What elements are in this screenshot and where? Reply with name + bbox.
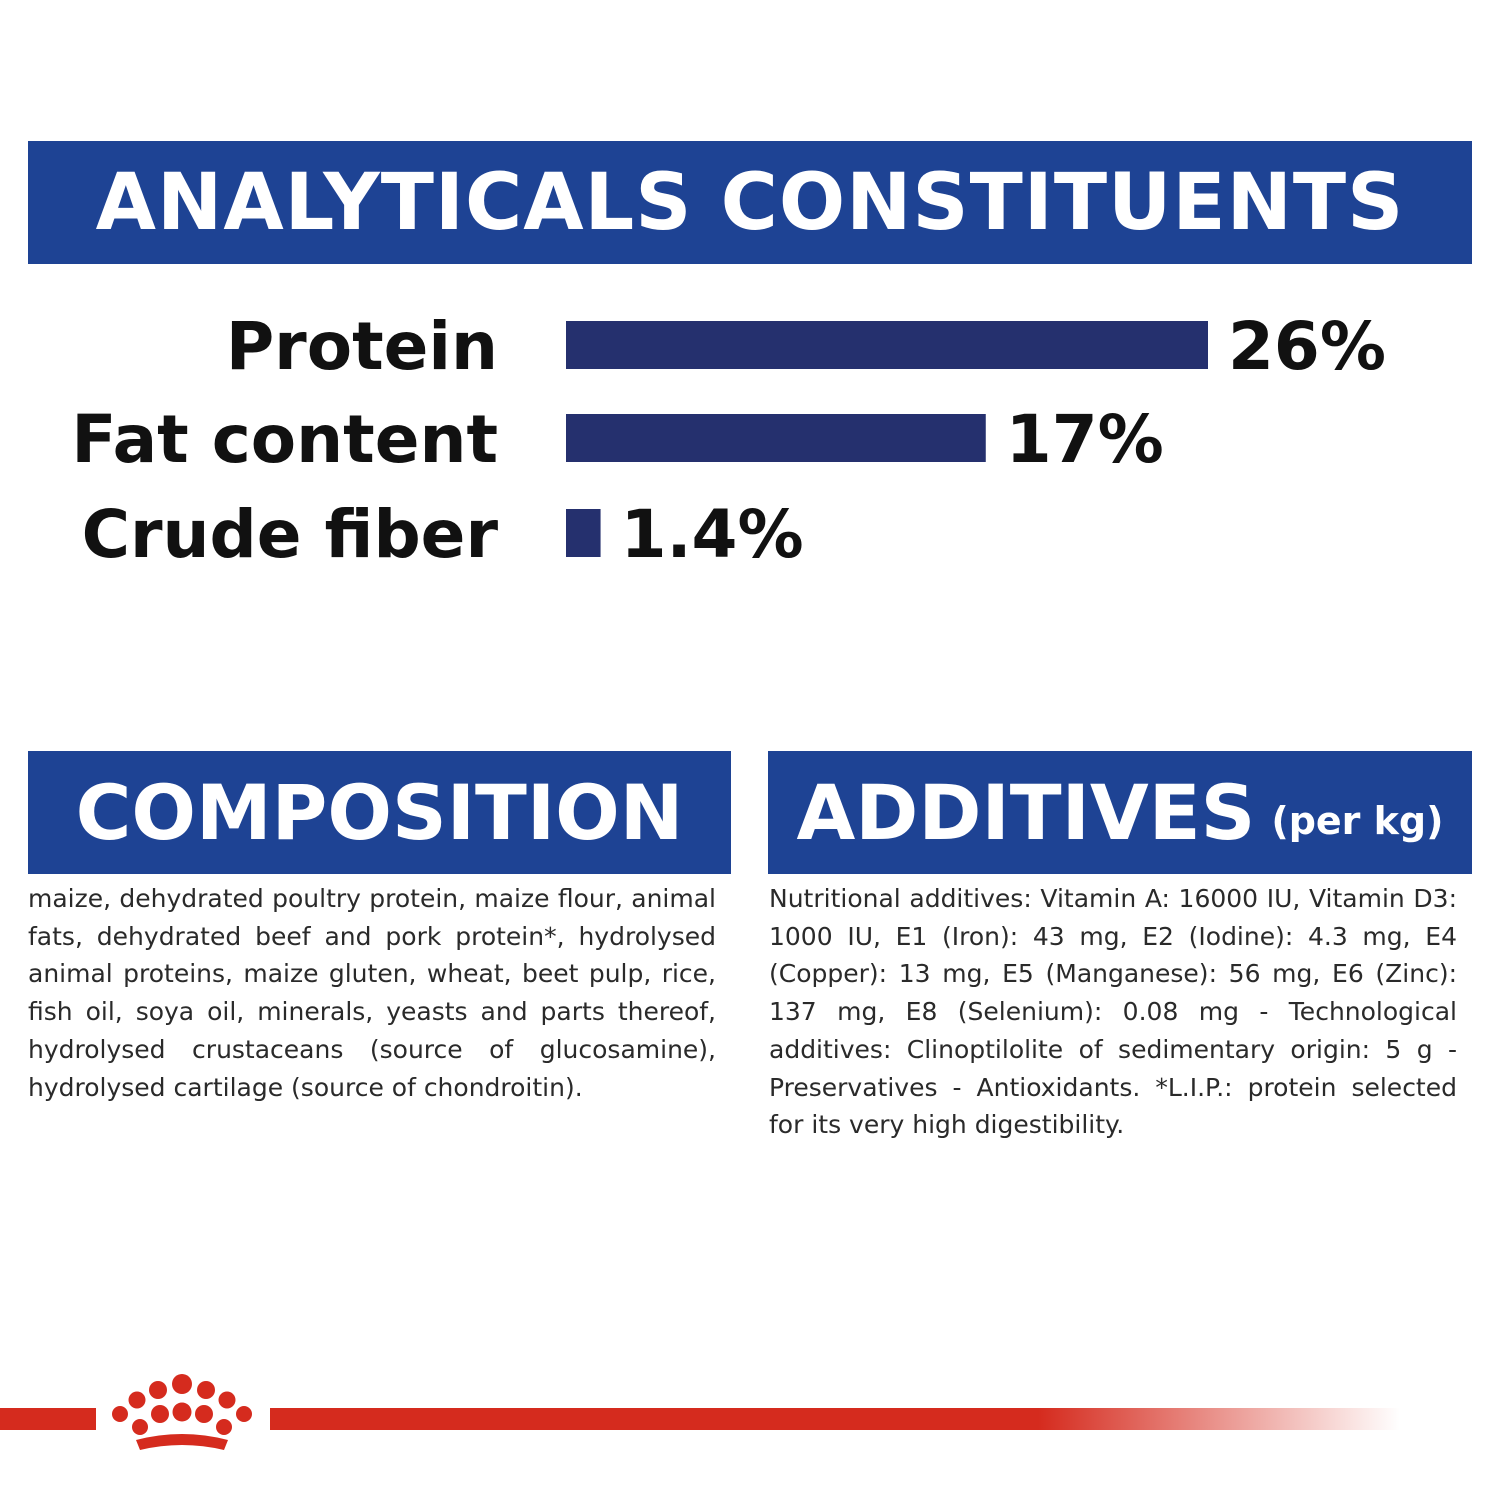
composition-title: COMPOSITION (75, 768, 684, 857)
bar-0 (566, 321, 1208, 369)
additives-title: ADDITIVES (796, 768, 1256, 857)
bar-value-2: 1.4% (621, 496, 804, 573)
composition-banner: COMPOSITION (28, 751, 731, 874)
additives-unit: (per kg) (1271, 798, 1444, 843)
analytical-constituents-banner: ANALYTICALS CONSTITUENTS (28, 141, 1472, 264)
bar-label-0: Protein (226, 308, 498, 385)
footer-red-line-right (270, 1408, 1400, 1430)
analytical-bar-chart: Protein 26% Fat content 17% Crude fiber 1.4% (71, 308, 1386, 573)
bar-1 (566, 414, 986, 462)
bar-value-0: 26% (1228, 308, 1386, 385)
additives-text: Nutritional additives: Vitamin A: 16000 … (769, 884, 1457, 1140)
analytical-constituents-title: ANALYTICALS CONSTITUENTS (95, 157, 1405, 248)
bar-label-2: Crude fiber (82, 496, 499, 573)
bar-value-1: 17% (1006, 401, 1164, 478)
bar-label-1: Fat content (71, 401, 498, 478)
additives-banner: ADDITIVES (per kg) (768, 751, 1472, 874)
footer-red-line-left (0, 1408, 96, 1430)
composition-text: maize, dehydrated poultry protein, maize… (28, 884, 716, 1102)
bar-2 (566, 509, 601, 557)
royal-crown-logo (112, 1374, 252, 1450)
